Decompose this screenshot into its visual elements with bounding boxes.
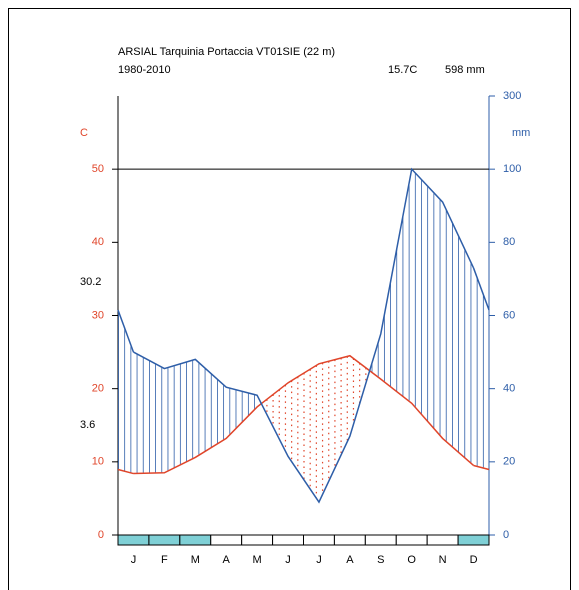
y2-tick-label: 100 [503,163,521,175]
x-tick-label: A [223,554,231,566]
x-tick-label: J [316,554,322,566]
x-tick-label: M [253,554,262,566]
frame [8,8,571,590]
month-cell [303,534,335,546]
annotation: 30.2 [80,276,101,288]
y2-tick-label: 40 [503,383,515,395]
y-tick-label: 50 [92,163,104,175]
y-tick-label: 10 [92,456,104,468]
y2-tick-label: 60 [503,309,515,321]
x-tick-label: F [161,554,168,566]
chart-title: ARSIAL Tarquinia Portaccia VT01SIE (22 m… [118,46,335,58]
edge-line [117,468,134,475]
x-tick-label: M [191,554,200,566]
month-cell [457,534,490,546]
y2-tick-label: 80 [503,236,515,248]
month-cell [272,534,305,546]
edge-line [473,464,490,471]
annual-precipitation: 598 mm [445,64,485,76]
x-tick-label: O [407,554,416,566]
y2-tick-label: 0 [503,529,509,541]
y-tick-label: 0 [98,529,104,541]
y2-tick-label: 20 [503,456,515,468]
chart-subtitle: 1980-2010 [118,64,171,76]
month-cell [333,534,366,546]
y2-tick-label: 300 [503,90,521,102]
month-cell [179,534,212,546]
y-axis-label: C [80,127,88,139]
x-tick-label: D [470,554,478,566]
month-cell [426,534,459,546]
edge-line [472,267,490,311]
mean-temperature: 15.7C [388,64,417,76]
month-cell [148,534,181,546]
precipitation-line [133,167,475,504]
x-tick-label: A [346,554,354,566]
y-tick-label: 20 [92,383,104,395]
y2-axis-label: mm [512,127,530,139]
x-tick-label: J [131,554,137,566]
month-cell [210,534,243,546]
x-tick-label: S [377,554,384,566]
x-tick-label: N [439,554,447,566]
month-cell [241,534,274,546]
y-tick-label: 30 [92,309,104,321]
month-cell [364,534,397,546]
edge-line [117,309,135,353]
annotation: 3.6 [80,419,95,431]
temperature-line [133,354,475,475]
x-tick-label: J [285,554,291,566]
month-cell [117,534,150,546]
month-cell [395,534,428,546]
y-tick-label: 40 [92,236,104,248]
